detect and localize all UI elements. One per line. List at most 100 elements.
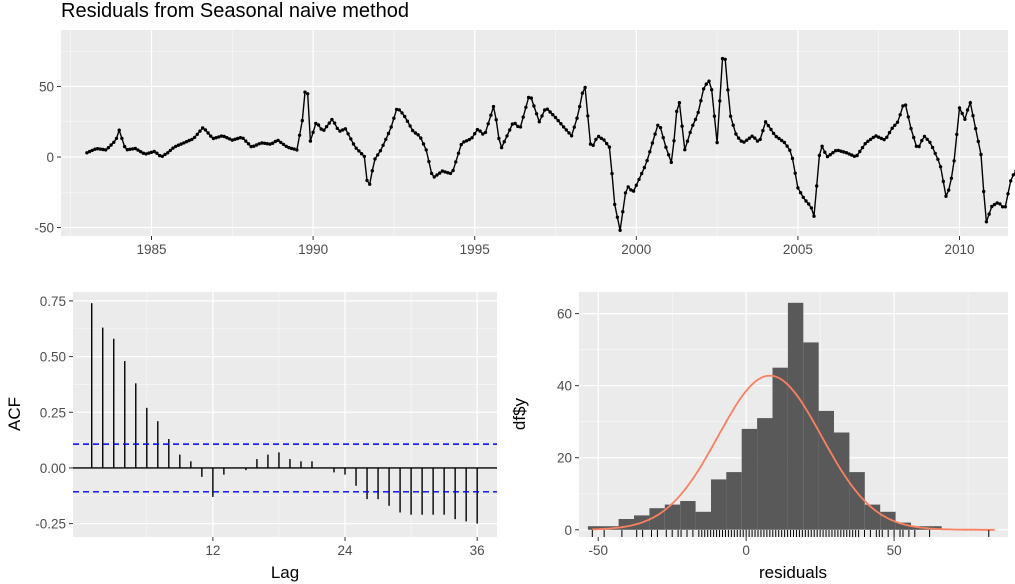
histogram-x-tick-label: -50 bbox=[588, 543, 608, 558]
residual-series-point bbox=[454, 160, 458, 164]
residual-series-point bbox=[112, 140, 116, 144]
residual-series-point bbox=[295, 148, 299, 152]
residual-series-point bbox=[139, 150, 143, 154]
residual-series-point bbox=[726, 88, 730, 92]
residual-series-point bbox=[930, 145, 935, 150]
residual-series-point bbox=[90, 148, 94, 153]
residual-series-point bbox=[381, 143, 385, 147]
residual-series-point bbox=[459, 142, 463, 147]
residual-series-point bbox=[683, 148, 687, 152]
residual-series-point bbox=[780, 138, 784, 143]
residual-series-point bbox=[104, 148, 108, 152]
residual-series-point bbox=[489, 113, 493, 117]
histogram-y-tick-label: 40 bbox=[557, 379, 572, 394]
residual-series-point bbox=[602, 138, 606, 142]
residual-series-point bbox=[279, 140, 283, 145]
residual-series-point bbox=[842, 150, 846, 154]
residual-series-point bbox=[120, 136, 124, 141]
residual-series-point bbox=[812, 214, 816, 218]
residual-series-point bbox=[168, 148, 172, 153]
residual-series-point bbox=[128, 147, 132, 151]
residual-series-point bbox=[594, 137, 598, 142]
residual-series-point bbox=[152, 149, 156, 154]
residual-series-point bbox=[354, 146, 358, 150]
residual-series-point bbox=[742, 140, 746, 144]
residual-series-x-tick-label: 2005 bbox=[783, 242, 813, 257]
residual-series-point bbox=[653, 132, 657, 136]
residual-series-grid bbox=[61, 30, 1008, 236]
residual-series-point bbox=[427, 159, 431, 164]
residual-series-point bbox=[736, 136, 741, 140]
residual-series-point bbox=[543, 108, 547, 112]
residual-series-point bbox=[728, 114, 733, 119]
residual-series-point bbox=[912, 135, 916, 140]
residual-series-point bbox=[871, 135, 875, 140]
residual-series-point bbox=[656, 123, 660, 128]
residual-series-point bbox=[685, 139, 690, 143]
residual-series-point bbox=[284, 144, 288, 148]
residual-series-y-tick-label: 0 bbox=[46, 150, 54, 165]
residual-series-point bbox=[508, 128, 512, 132]
residual-series-point bbox=[605, 141, 609, 146]
residual-series-point bbox=[373, 157, 377, 161]
residual-series-point bbox=[311, 130, 315, 134]
acf-x-tick-label: 24 bbox=[338, 543, 354, 558]
residual-series-point bbox=[664, 145, 668, 149]
residual-series-point bbox=[378, 149, 383, 153]
residual-series-point bbox=[494, 118, 498, 122]
residual-series-point bbox=[163, 152, 167, 157]
residual-series-point bbox=[825, 154, 830, 159]
residual-series-point bbox=[540, 114, 544, 118]
residual-series-point bbox=[343, 127, 348, 131]
histogram-bar bbox=[895, 522, 911, 530]
residual-series-point bbox=[901, 104, 905, 108]
residual-series-point bbox=[578, 104, 582, 109]
residual-series-point bbox=[308, 139, 313, 143]
residual-series-point bbox=[467, 137, 471, 142]
residual-series-point bbox=[273, 139, 278, 144]
residual-series-point bbox=[265, 142, 269, 146]
residual-series-point bbox=[424, 148, 428, 152]
residual-series-point bbox=[384, 137, 388, 142]
residual-series-point bbox=[669, 160, 673, 165]
residual-series-point bbox=[370, 169, 374, 173]
acf-chart: -0.25 0.00 0.25 0.50 0.75 12 24 36 Lag ACF bbox=[5, 292, 497, 582]
residual-series-point bbox=[559, 122, 563, 126]
residual-series-point bbox=[276, 138, 280, 143]
residual-series-point bbox=[429, 171, 434, 176]
residual-series-point bbox=[621, 210, 625, 214]
residual-series-point bbox=[868, 137, 873, 142]
residual-series-point bbox=[532, 104, 536, 108]
residual-series-point bbox=[499, 145, 504, 150]
residual-series-point bbox=[885, 135, 889, 139]
residual-series-point bbox=[610, 171, 614, 176]
residual-series-point bbox=[847, 152, 851, 156]
residual-series-point bbox=[771, 131, 776, 136]
histogram-x-tick-label: 50 bbox=[887, 543, 902, 558]
residual-series-point bbox=[166, 151, 170, 155]
residual-series-point bbox=[147, 151, 151, 155]
histogram-x-axis-label: residuals bbox=[759, 563, 827, 582]
residual-series-point bbox=[95, 147, 100, 151]
residual-series-point bbox=[992, 202, 997, 207]
residual-series-point bbox=[330, 117, 334, 122]
residual-series-x-tick-label: 2000 bbox=[621, 242, 651, 257]
residual-series-chart: -50 0 50 1985 1990 1995 2000 2005 2010 bbox=[34, 30, 1015, 257]
residual-series-point bbox=[680, 124, 684, 128]
residual-series-point bbox=[965, 108, 970, 112]
residual-series-point bbox=[580, 91, 585, 95]
histogram-bar bbox=[818, 410, 834, 530]
residual-series-point bbox=[149, 150, 154, 154]
residual-series-point bbox=[195, 132, 199, 136]
residual-series-point bbox=[567, 131, 571, 135]
residual-series-point bbox=[117, 128, 121, 132]
residual-series-point bbox=[688, 130, 692, 135]
residual-series-point bbox=[160, 154, 164, 158]
residual-series-point bbox=[925, 137, 929, 141]
residual-series-point bbox=[421, 142, 426, 146]
residual-series-point bbox=[1011, 173, 1015, 177]
residual-series-point bbox=[446, 171, 450, 175]
residual-series-point bbox=[125, 148, 129, 152]
residual-series-point bbox=[217, 135, 221, 139]
residual-series-y-tick-label: -50 bbox=[34, 221, 54, 236]
